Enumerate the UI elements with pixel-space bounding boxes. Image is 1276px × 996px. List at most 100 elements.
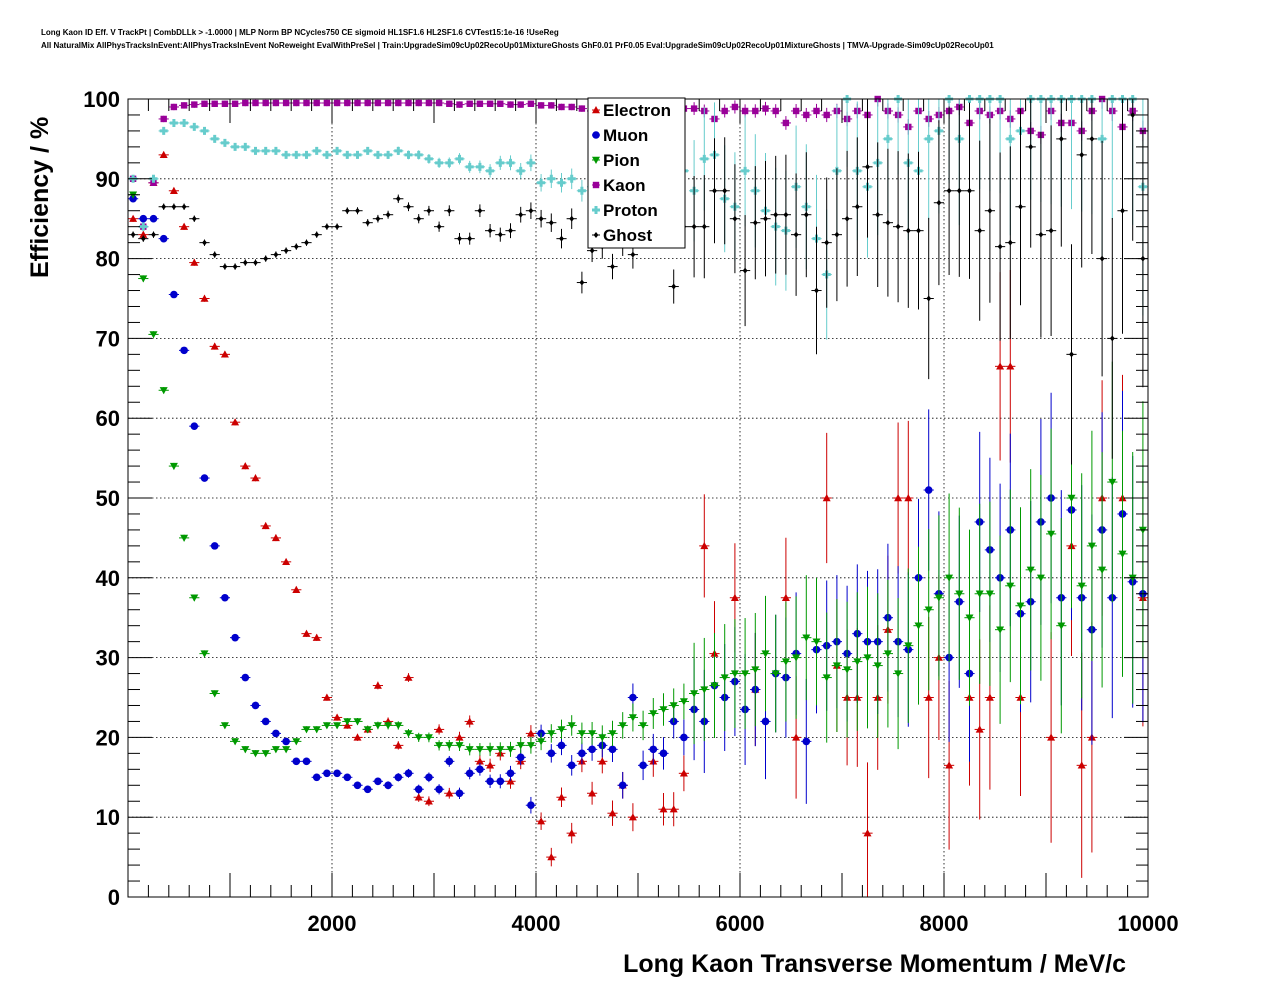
muon-marker (149, 214, 158, 223)
pion-point (250, 750, 261, 758)
muon-marker (486, 777, 494, 786)
proton-point (740, 115, 751, 227)
ghost-marker (477, 207, 483, 214)
proton-marker (486, 166, 495, 175)
pion-marker (302, 726, 311, 734)
kaon-point (750, 104, 761, 118)
kaon-marker (384, 99, 392, 107)
pion-marker (414, 734, 423, 742)
ghost-marker (222, 263, 228, 270)
pion-point (882, 579, 893, 728)
proton-marker (883, 134, 892, 143)
electron-marker (975, 725, 984, 733)
muon-point (393, 773, 404, 782)
ghost-marker (355, 207, 360, 214)
kaon-marker (752, 107, 759, 115)
muon-point (423, 772, 434, 783)
x-tick-label: 4000 (512, 911, 561, 936)
ghost-point (434, 221, 445, 232)
ghost-marker (946, 187, 952, 194)
kaon-marker (537, 102, 545, 109)
kaon-point (791, 104, 802, 118)
pion-marker (669, 702, 678, 710)
electron-marker (863, 829, 872, 837)
kaon-point (495, 100, 506, 107)
kaon-point (240, 99, 251, 107)
pion-marker (812, 638, 821, 646)
electron-marker (547, 853, 556, 861)
pion-point (689, 642, 700, 745)
pion-marker (700, 686, 709, 694)
proton-point (321, 150, 332, 159)
muon-point (148, 214, 159, 223)
y-tick-label: 40 (96, 566, 120, 591)
proton-marker (180, 118, 189, 127)
pion-point (1035, 474, 1046, 681)
ghost-point (546, 213, 557, 232)
muon-marker (384, 781, 392, 790)
kaon-point (474, 100, 485, 107)
ghost-marker (824, 239, 830, 246)
pion-point (740, 618, 751, 730)
proton-marker (169, 118, 178, 127)
ghost-marker (854, 203, 860, 210)
ghost-marker (273, 251, 279, 258)
pion-point (270, 746, 281, 754)
pion-point (168, 462, 179, 471)
kaon-point (770, 104, 781, 118)
muon-point (576, 742, 587, 765)
proton-point (1107, 95, 1118, 220)
ghost-marker (171, 203, 177, 210)
proton-marker (149, 174, 158, 183)
electron-point (821, 432, 832, 564)
electron-marker (730, 593, 739, 601)
kaon-point (301, 99, 312, 107)
pion-point (209, 690, 220, 698)
pion-point (719, 624, 730, 732)
electron-point (240, 462, 251, 470)
proton-point (240, 142, 251, 151)
kaon-point (158, 115, 169, 123)
electron-marker (322, 693, 331, 701)
electron-marker (414, 793, 423, 801)
pion-marker (771, 670, 780, 678)
ghost-marker (1079, 151, 1085, 158)
kaon-point (485, 100, 496, 107)
ghost-point (821, 177, 832, 308)
proton-marker (200, 126, 209, 135)
ghost-marker (151, 231, 156, 238)
proton-point (209, 134, 220, 143)
kaon-point (281, 99, 292, 107)
kaon-point (423, 99, 434, 107)
pion-point (352, 717, 363, 726)
kaon-marker (231, 100, 239, 107)
ghost-point (158, 203, 169, 210)
ghost-point (219, 263, 230, 270)
electron-point (627, 803, 638, 832)
proton-marker (516, 166, 525, 175)
muon-point (138, 214, 149, 223)
ghost-point (515, 206, 526, 223)
ghost-marker (161, 203, 167, 210)
electron-marker (669, 805, 678, 813)
kaon-point (403, 99, 414, 107)
pion-point (536, 732, 547, 751)
proton-marker (741, 166, 750, 175)
ghost-marker (905, 227, 911, 234)
kaon-marker (313, 99, 320, 107)
pion-point (1056, 518, 1067, 734)
pion-marker (679, 698, 688, 706)
electron-marker (526, 729, 535, 737)
pion-point (658, 693, 669, 726)
proton-point (383, 150, 394, 159)
proton-point (923, 99, 934, 220)
kaon-marker (201, 100, 208, 107)
proton-point (270, 146, 281, 155)
pion-marker (883, 650, 892, 658)
pion-marker (282, 746, 291, 754)
electron-marker (169, 186, 178, 194)
muon-point (678, 719, 689, 756)
ghost-point (240, 259, 251, 266)
proton-point (219, 138, 230, 147)
proton-marker (475, 162, 484, 171)
